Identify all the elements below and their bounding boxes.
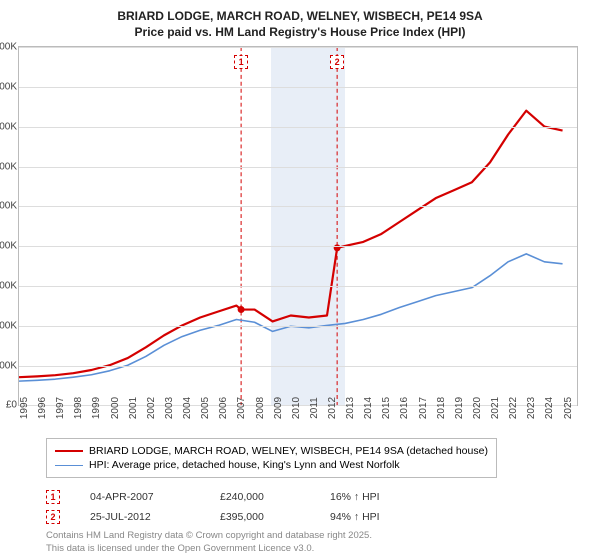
footer-line2: This data is licensed under the Open Gov… [46,543,590,555]
gridline [19,87,577,88]
x-axis-label: 2009 [273,397,284,419]
plot-area: £0£100K£200K£300K£400K£500K£600K£700K£80… [18,46,578,406]
x-axis-label: 2003 [164,397,175,419]
event-num: 2 [46,510,60,524]
y-axis-label: £500K [0,201,17,212]
y-axis-label: £800K [0,82,17,93]
x-axis-label: 2019 [454,397,465,419]
legend-item-hpi: HPI: Average price, detached house, King… [55,459,488,471]
event-price: £240,000 [220,491,300,503]
chart-title: BRIARD LODGE, MARCH ROAD, WELNEY, WISBEC… [10,8,590,40]
title-subtitle: Price paid vs. HM Land Registry's House … [10,24,590,40]
x-axis-label: 2007 [236,397,247,419]
footer-attribution: Contains HM Land Registry data © Crown c… [46,530,590,555]
x-axis-label: 1995 [19,397,30,419]
y-axis-label: £600K [0,161,17,172]
y-axis-label: £0 [6,400,17,411]
x-axis-label: 1998 [73,397,84,419]
events-table: 1 04-APR-2007 £240,000 16% ↑ HPI 2 25-JUL-201… [46,490,590,524]
event-marker: 2 [330,55,344,69]
x-axis-label: 2020 [472,397,483,419]
gridline [19,47,577,48]
x-axis-label: 2008 [255,397,266,419]
event-num: 1 [46,490,60,504]
gridline [19,206,577,207]
sale-point [238,306,245,313]
gridline [19,167,577,168]
x-axis-label: 2011 [309,398,320,420]
x-axis-label: 2017 [418,397,429,419]
x-axis-label: 2013 [345,397,356,419]
x-axis-label: 2012 [327,397,338,419]
x-axis-label: 2015 [381,397,392,419]
gridline [19,246,577,247]
event-price: £395,000 [220,511,300,523]
x-axis-label: 2024 [544,397,555,419]
x-axis-label: 2005 [200,397,211,419]
footer-line1: Contains HM Land Registry data © Crown c… [46,530,590,542]
event-marker: 1 [234,55,248,69]
gridline [19,326,577,327]
event-row: 2 25-JUL-2012 £395,000 94% ↑ HPI [46,510,590,524]
x-axis-label: 2001 [128,397,139,419]
x-axis-label: 1997 [55,397,66,419]
x-axis-label: 1996 [37,397,48,419]
x-axis-label: 2022 [508,397,519,419]
x-axis-label: 2016 [399,397,410,419]
legend: BRIARD LODGE, MARCH ROAD, WELNEY, WISBEC… [46,438,497,478]
x-axis-label: 2006 [218,397,229,419]
event-date: 25-JUL-2012 [90,511,190,523]
event-row: 1 04-APR-2007 £240,000 16% ↑ HPI [46,490,590,504]
gridline [19,127,577,128]
chart-container: BRIARD LODGE, MARCH ROAD, WELNEY, WISBEC… [0,0,600,560]
x-axis-label: 2023 [526,397,537,419]
x-axis-label: 2021 [490,397,501,419]
x-axis-label: 2025 [563,397,574,419]
gridline [19,286,577,287]
y-axis-label: £700K [0,121,17,132]
y-axis-label: £400K [0,241,17,252]
x-axis-label: 2010 [291,397,302,419]
x-axis-label: 2000 [110,397,121,419]
title-address: BRIARD LODGE, MARCH ROAD, WELNEY, WISBEC… [10,8,590,24]
y-axis-label: £300K [0,281,17,292]
legend-item-price-paid: BRIARD LODGE, MARCH ROAD, WELNEY, WISBEC… [55,445,488,457]
event-hpi: 16% ↑ HPI [330,491,430,503]
event-date: 04-APR-2007 [90,491,190,503]
chart-svg [19,47,577,405]
x-axis-label: 2002 [146,397,157,419]
event-hpi: 94% ↑ HPI [330,511,430,523]
legend-swatch [55,465,83,466]
gridline [19,366,577,367]
legend-swatch [55,450,83,452]
y-axis-label: £200K [0,320,17,331]
legend-label: HPI: Average price, detached house, King… [89,459,400,471]
x-axis-label: 2004 [182,397,193,419]
series-price_paid [19,111,563,378]
legend-label: BRIARD LODGE, MARCH ROAD, WELNEY, WISBEC… [89,445,488,457]
x-axis-label: 1999 [91,397,102,419]
series-hpi [19,254,563,381]
y-axis-label: £900K [0,42,17,53]
x-axis-label: 2014 [363,397,374,419]
y-axis-label: £100K [0,360,17,371]
x-axis-label: 2018 [436,397,447,419]
